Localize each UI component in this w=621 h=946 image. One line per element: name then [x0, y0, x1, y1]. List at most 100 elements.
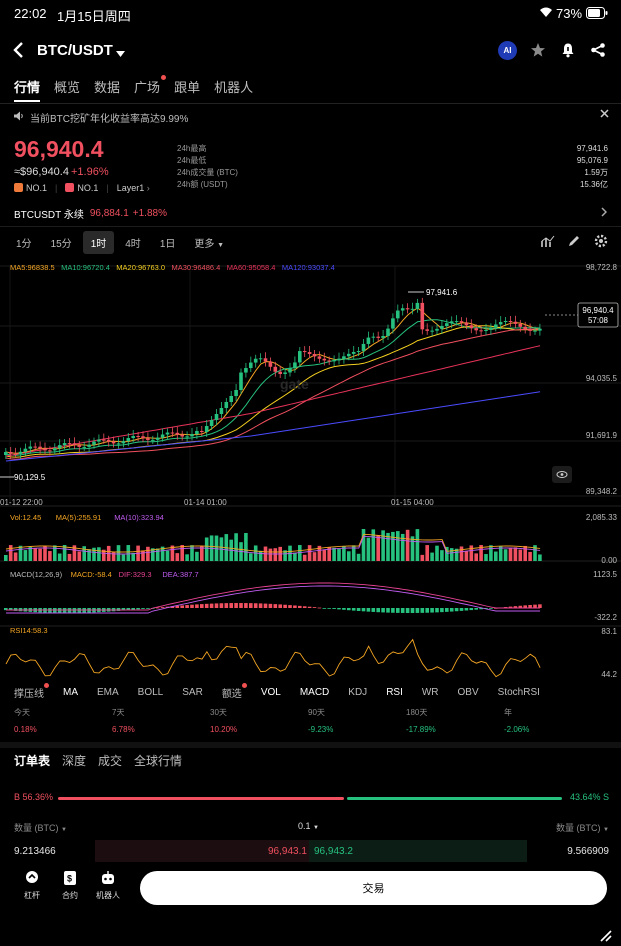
- candle-body: [23, 448, 28, 452]
- ind-macd[interactable]: MACD: [299, 686, 330, 698]
- volume-bar: [420, 554, 425, 561]
- section-divider: [0, 742, 621, 748]
- tab-global-market[interactable]: 全球行情: [134, 754, 183, 768]
- macd-histogram-bar: [484, 608, 488, 609]
- tab-square[interactable]: 广场: [134, 74, 167, 96]
- tab-copytrade[interactable]: 跟单: [174, 79, 201, 95]
- candle-body: [219, 408, 224, 414]
- ind-support-resistance[interactable]: 撑压线: [14, 682, 49, 700]
- ind-sar[interactable]: SAR: [182, 686, 203, 698]
- ind-wr[interactable]: WR: [421, 686, 439, 698]
- tf-1m[interactable]: 1分: [16, 238, 32, 250]
- candle-body: [391, 318, 395, 329]
- candle-body: [175, 432, 180, 435]
- macd-histogram-bar: [533, 604, 537, 608]
- tf-more[interactable]: 更多 ▼: [194, 238, 225, 250]
- badge-layer1[interactable]: Layer1 ›: [116, 183, 150, 193]
- nav-futures[interactable]: $ 合约: [50, 870, 90, 901]
- ind-ema[interactable]: EMA: [97, 686, 119, 698]
- draw-pen-icon[interactable]: [567, 235, 580, 253]
- dropdown-caret-icon[interactable]: [116, 45, 125, 63]
- volume-bar: [361, 529, 366, 561]
- tab-depth[interactable]: 深度: [62, 754, 87, 768]
- gear-icon[interactable]: [594, 234, 608, 253]
- macd-histogram-bar: [371, 608, 376, 612]
- ask-price: 96,943.2: [314, 846, 353, 857]
- tf-1d[interactable]: 1日: [159, 238, 176, 250]
- macd-histogram-bar: [376, 608, 380, 613]
- tab-trades[interactable]: 成交: [98, 754, 123, 768]
- macd-histogram-bar: [459, 608, 464, 611]
- volume-bar: [283, 550, 287, 561]
- candle-body: [97, 439, 101, 442]
- header: BTC/USDT AI: [0, 32, 621, 68]
- tab-market[interactable]: 行情: [14, 77, 41, 102]
- ma-legend-item: MA20:96763.0: [116, 263, 165, 272]
- ind-rsi[interactable]: RSI: [386, 686, 403, 698]
- volume-bar: [43, 546, 47, 561]
- watermark-logo: gate: [280, 376, 309, 392]
- share-icon[interactable]: [587, 39, 609, 61]
- candle-body: [38, 446, 42, 449]
- macd-histogram-bar: [244, 603, 248, 608]
- tab-overview[interactable]: 概览: [54, 79, 81, 95]
- volume-bar: [249, 553, 253, 561]
- tab-bots[interactable]: 机器人: [214, 79, 254, 95]
- star-favorite-icon[interactable]: [527, 39, 549, 61]
- close-icon[interactable]: [600, 109, 609, 121]
- ind-boll[interactable]: BOLL: [137, 686, 164, 698]
- col-left-qty[interactable]: 数量 (BTC) ▼: [14, 823, 67, 833]
- tf-4h[interactable]: 4时: [125, 238, 141, 250]
- divider: [0, 226, 621, 227]
- volume-bar: [4, 555, 8, 561]
- macd-histogram-bar: [435, 608, 439, 613]
- tab-orderbook[interactable]: 订单表: [14, 754, 51, 768]
- macd-histogram-bar: [317, 607, 322, 609]
- stat-low-value: 95,076.9: [576, 156, 608, 165]
- candlestick-chart[interactable]: MA5:96838.5 MA10:96720.4 MA20:96763.0 MA30:…: [0, 256, 621, 686]
- candle-body: [190, 434, 194, 437]
- ind-kdj[interactable]: KDJ: [348, 686, 368, 698]
- rsi-axis-label: 44.2: [601, 670, 617, 679]
- macd-histogram-bar: [67, 608, 72, 613]
- tab-data[interactable]: 数据: [94, 79, 121, 95]
- tf-1h[interactable]: 1时: [82, 230, 115, 254]
- resize-handle-icon[interactable]: [598, 928, 612, 946]
- stat-high: 24h最高 97,941.6: [177, 143, 608, 155]
- alert-bell-icon[interactable]: [557, 39, 579, 61]
- ind-stochrsi[interactable]: StochRSI: [497, 686, 540, 698]
- ind-filter[interactable]: 额选: [222, 682, 247, 700]
- back-arrow-icon[interactable]: [8, 39, 30, 61]
- col-right-qty[interactable]: 数量 (BTC) ▼: [556, 823, 609, 833]
- ind-ma[interactable]: MA: [63, 686, 78, 698]
- volume-bar: [200, 546, 204, 561]
- time-axis-label: 01-14 01:00: [184, 498, 227, 507]
- nav-margin[interactable]: 杠杆: [12, 870, 52, 901]
- macd-histogram-bar: [62, 608, 67, 613]
- precision-select[interactable]: 0.1 ▼: [298, 821, 319, 831]
- candle-body: [273, 366, 278, 372]
- candle-body: [445, 323, 449, 327]
- indicator-settings-icon[interactable]: [541, 235, 555, 253]
- ind-obv[interactable]: OBV: [457, 686, 479, 698]
- nav-bots[interactable]: 机器人: [88, 870, 128, 901]
- volume-bar: [400, 533, 405, 561]
- announcement-banner[interactable]: 当前BTC挖矿年化收益率高达9.99%: [14, 108, 609, 126]
- tf-15m[interactable]: 15分: [50, 238, 72, 250]
- macd-histogram-bar: [190, 604, 194, 608]
- badge-rank-1[interactable]: NO.1: [14, 183, 47, 193]
- ai-assistant-icon[interactable]: AI: [498, 41, 517, 60]
- ind-vol[interactable]: VOL: [260, 686, 281, 698]
- candle-body: [322, 358, 327, 361]
- buy-sell-ratio: B 56.36% 43.64% S: [14, 792, 609, 806]
- perp-name: BTCUSDT 永续: [14, 209, 84, 221]
- perpetual-row[interactable]: BTCUSDT 永续 96,884.1 +1.88%: [14, 205, 609, 221]
- pair-title[interactable]: BTC/USDT: [37, 42, 113, 59]
- macd-histogram-bar: [445, 608, 449, 612]
- macd-histogram-bar: [538, 604, 542, 608]
- eye-toggle-icon[interactable]: [552, 466, 572, 483]
- volume-bar: [376, 535, 380, 561]
- trade-button[interactable]: 交易: [140, 871, 607, 905]
- macd-histogram-bar: [351, 608, 356, 611]
- badge-rank-2[interactable]: NO.1: [65, 183, 98, 193]
